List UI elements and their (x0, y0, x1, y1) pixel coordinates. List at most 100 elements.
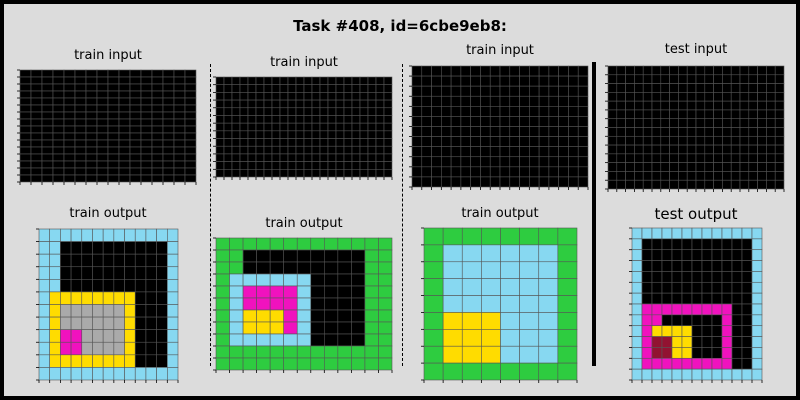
grid-cell (461, 329, 482, 347)
grid-cell (701, 314, 713, 327)
grid-cell (30, 76, 43, 85)
grid-cell (681, 292, 693, 305)
grid-cell (713, 162, 723, 172)
grid-cell (287, 115, 297, 124)
grid-cell (757, 83, 767, 93)
grid-cell (701, 238, 713, 251)
grid-cell (568, 65, 579, 77)
grid-cell (296, 345, 312, 359)
grid-cell (63, 90, 76, 99)
grid-cell (669, 65, 679, 76)
grid-cell (411, 106, 423, 117)
grid-cell (661, 303, 673, 316)
grid-cell (681, 271, 693, 283)
grid-cell (74, 104, 87, 113)
grid-cell (651, 347, 663, 359)
grid-cell (651, 325, 663, 337)
grid-cell (634, 135, 644, 146)
grid-cell (263, 115, 273, 124)
grid-cell (519, 75, 530, 87)
grid-cell (766, 179, 776, 190)
grid-cell (651, 171, 662, 181)
grid-cell (748, 100, 758, 111)
grid-cell (327, 107, 337, 116)
grid-cell (310, 345, 325, 359)
grid-cell (229, 237, 244, 251)
grid-cell (335, 145, 345, 155)
grid-cell (113, 354, 125, 368)
grid-cell (351, 161, 361, 170)
grid-cell (319, 107, 329, 116)
grid-cell (751, 260, 763, 272)
grid-cell (124, 341, 136, 356)
grid-cell (327, 130, 337, 139)
grid-cell (711, 292, 723, 305)
grid-cell (229, 309, 244, 323)
grid-cell (145, 304, 157, 318)
grid-cell (38, 304, 50, 318)
grid-cell (411, 75, 423, 87)
grid-cell (751, 271, 763, 283)
grid-cell (441, 85, 452, 97)
grid-cell (145, 329, 157, 343)
grid-cell (558, 65, 569, 77)
grid-cell (616, 179, 626, 190)
grid-cell (378, 345, 393, 359)
grid-cell (19, 118, 32, 127)
grid-cell (167, 329, 179, 343)
grid-cell (215, 99, 225, 109)
grid-cell (519, 136, 530, 147)
grid-cell (107, 104, 120, 113)
grid-cell (686, 144, 697, 155)
grid-cell (19, 160, 32, 169)
grid-cell (671, 357, 683, 370)
grid-cell (411, 146, 423, 158)
grid-cell (295, 84, 305, 93)
grid-cell (145, 228, 157, 242)
grid-cell (577, 116, 589, 127)
grid-cell (500, 362, 520, 381)
grid-cell (231, 161, 241, 170)
grid-cell (351, 321, 366, 335)
grid-cell (686, 83, 697, 93)
grid-cell (651, 281, 663, 294)
grid-cell (661, 325, 673, 337)
grid-cell (242, 345, 257, 359)
grid-cell (52, 125, 65, 134)
grid-cell (303, 99, 313, 109)
grid-cell (311, 169, 321, 178)
grid-cell (247, 153, 257, 162)
grid-cell (748, 118, 758, 128)
grid-cell (85, 132, 98, 141)
grid-cell (681, 227, 693, 240)
grid-cell (52, 132, 65, 141)
grid-cell (500, 345, 520, 364)
grid-cell (30, 118, 43, 127)
grid-cell (625, 83, 635, 93)
grid-cell (651, 65, 662, 76)
grid-cell (634, 179, 644, 190)
grid-cell (343, 153, 353, 162)
grid-cell (337, 297, 352, 311)
grid-cell (337, 357, 352, 371)
grid-cell (367, 84, 377, 93)
grid-cell (19, 174, 32, 183)
grid-cell (557, 345, 578, 364)
grid-cell (124, 291, 136, 305)
grid-cell (287, 153, 297, 162)
grid-cell (678, 74, 688, 84)
grid-cell (173, 146, 186, 155)
grid-cell (134, 341, 147, 356)
grid-cell (577, 95, 589, 107)
grid-cell (283, 273, 298, 287)
grid-test-input (605, 65, 785, 192)
grid-cell (634, 118, 644, 128)
grid-cell (500, 261, 520, 279)
grid-cell (124, 241, 136, 255)
grid-cell (651, 127, 662, 137)
grid-cell (641, 314, 653, 327)
grid-cell (343, 76, 353, 85)
grid-cell (30, 167, 43, 176)
grid-cell (129, 125, 142, 134)
grid-cell (327, 99, 337, 109)
